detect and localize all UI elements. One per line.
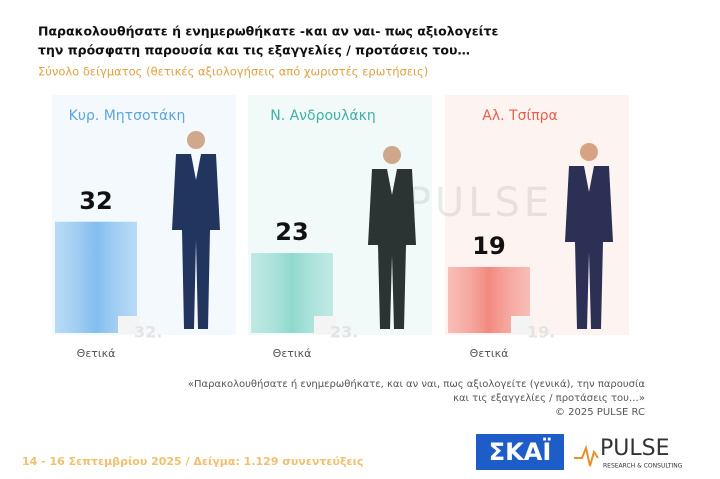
value-label: 32 [79, 187, 112, 215]
category-label: Αλ. Τσίπρα [482, 108, 557, 124]
skai-logo [476, 434, 564, 470]
subtitle: Σύνολο δείγματος (θετικές αξιολογήσεις α… [38, 65, 428, 79]
faint-box [314, 316, 336, 334]
value-label: 19 [472, 232, 505, 260]
shirt [584, 166, 594, 192]
head [187, 131, 205, 149]
suit [565, 166, 613, 329]
head [580, 143, 598, 161]
series-label: Θετικά [470, 347, 509, 360]
shirt [191, 154, 201, 180]
watermark: PULSE [407, 180, 553, 226]
note: και τις εξαγγελίες / προτάσεις του…» [453, 392, 645, 404]
shirt [387, 169, 397, 195]
faint-label: 32. [134, 323, 162, 342]
bar-base [55, 221, 137, 333]
head [383, 146, 401, 164]
series-label: Θετικά [273, 347, 312, 360]
chart-title: την πρόσφατη παρουσία και τις εξαγγελίες… [38, 43, 470, 58]
pulse-sub: RESEARCH & CONSULTING [603, 463, 683, 470]
faint-label: 19. [527, 323, 555, 342]
note: © 2025 PULSE RC [555, 407, 645, 418]
suit [368, 169, 416, 329]
suit [172, 154, 220, 329]
photos [172, 131, 613, 329]
category-label: Ν. Ανδρουλάκη [270, 108, 376, 124]
skai-logo-text: ΣΚΑΪ [489, 437, 552, 466]
category-label: Κυρ. Μητσοτάκη [69, 108, 186, 124]
faint-box [511, 316, 533, 334]
footer: 14 - 16 Σεπτεμβρίου 2025 / Δείγμα: 1.129… [22, 455, 363, 468]
value-label: 23 [275, 218, 308, 246]
chart-title: Παρακολουθήσατε ή ενημερωθήκατε -και αν … [38, 24, 499, 39]
faint-label: 23. [330, 323, 358, 342]
pulse-icon [574, 444, 599, 467]
series-label: Θετικά [77, 347, 116, 360]
faint-box [118, 316, 140, 334]
pulse-logo: PULSE [600, 436, 670, 461]
note: «Παρακολουθήσατε ή ενημερωθήκατε, και αν… [188, 378, 645, 390]
